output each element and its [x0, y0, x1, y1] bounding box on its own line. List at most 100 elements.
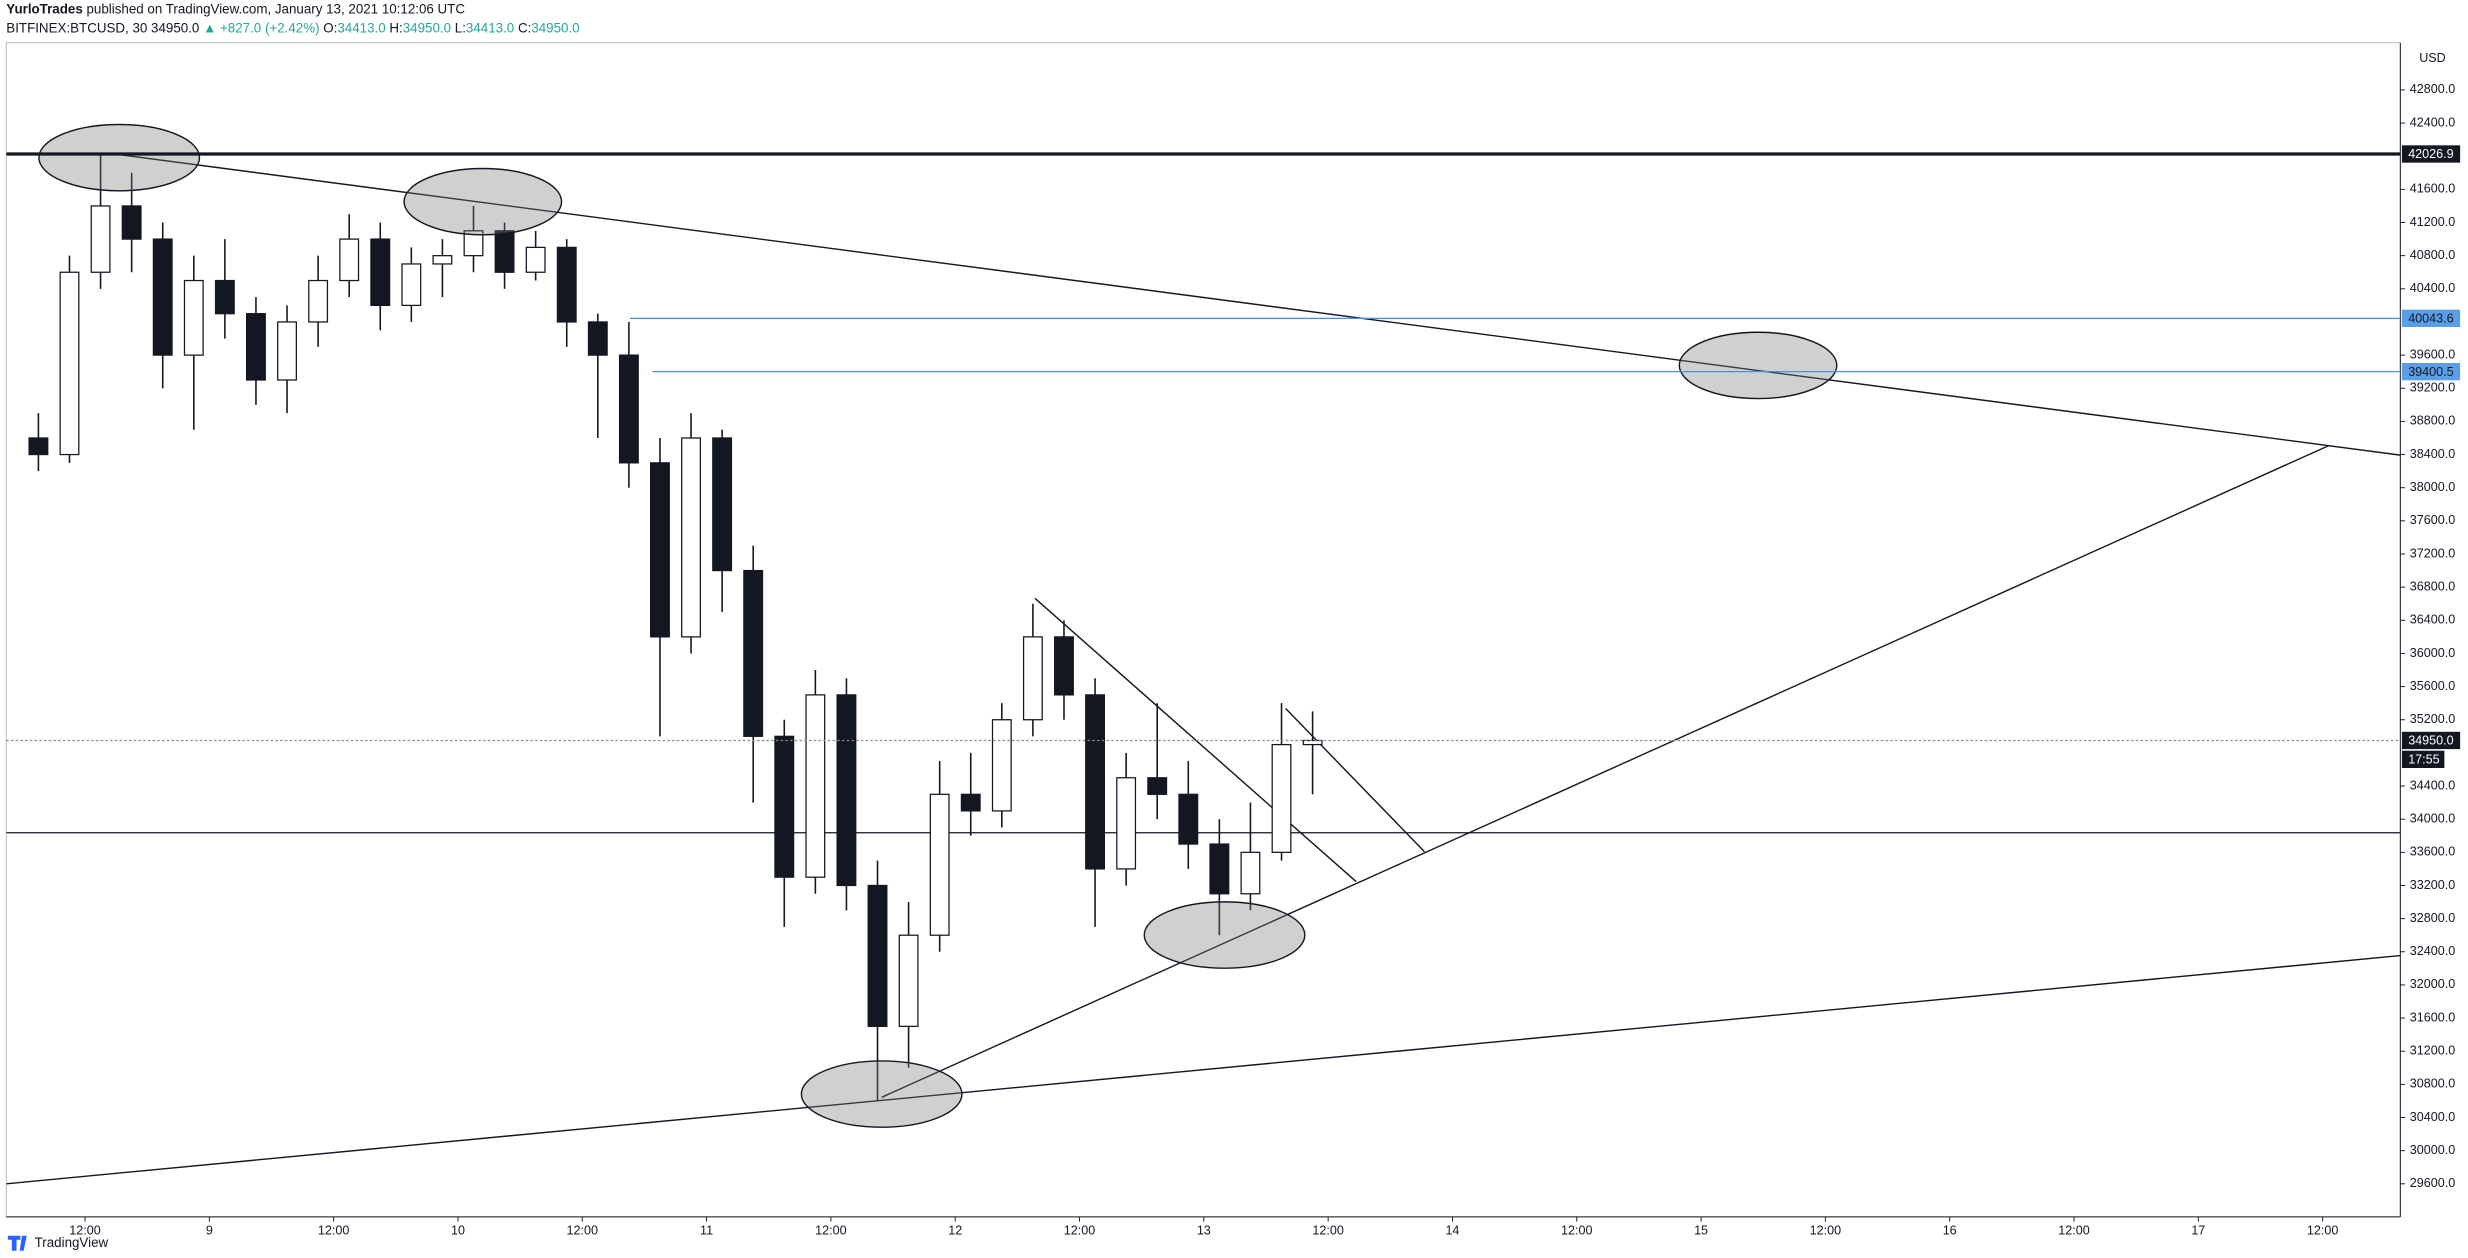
y-tick-label: 41200.0	[2410, 215, 2455, 229]
candle-body	[1147, 777, 1168, 795]
candle-body	[1178, 793, 1199, 845]
candle-body	[898, 934, 919, 1027]
y-tick-label: 38800.0	[2410, 414, 2455, 428]
footer-brand: TradingView	[35, 1235, 109, 1250]
candle-body	[308, 279, 329, 323]
x-tick-label: 12:00	[567, 1223, 598, 1237]
candle-body	[463, 230, 484, 257]
x-tick-label: 12:00	[1312, 1223, 1343, 1237]
y-tick-label: 30800.0	[2410, 1077, 2455, 1091]
trend-line	[881, 444, 2330, 1098]
candle-body	[525, 246, 546, 273]
y-tick-label: 32800.0	[2410, 911, 2455, 925]
candle-body	[618, 354, 639, 464]
candle-body	[991, 719, 1012, 812]
candle-body	[1271, 743, 1292, 853]
y-tick-label: 35600.0	[2410, 679, 2455, 693]
candle-body	[246, 313, 266, 381]
y-tick-label: 36400.0	[2410, 613, 2455, 627]
last-price: 34950.0	[151, 20, 199, 35]
candle-body	[805, 694, 826, 878]
logo: TradingView	[7, 1235, 109, 1251]
ellipse-highlight	[1143, 901, 1306, 969]
ohlc-value: 34413.0	[466, 20, 514, 35]
ohlc-key: H:	[389, 20, 402, 35]
trend-line	[1285, 707, 1425, 853]
price-label: 40043.6	[2408, 311, 2453, 325]
y-tick-label: 41600.0	[2410, 182, 2455, 196]
candle-body	[90, 205, 111, 273]
ellipse-highlight	[800, 1060, 963, 1128]
candle-body	[867, 884, 888, 1027]
symbol: BITFINEX:BTCUSD, 30	[6, 20, 147, 35]
x-tick-label: 13	[1197, 1223, 1211, 1237]
price-label: 34950.0	[2408, 734, 2453, 748]
candle-body	[774, 735, 795, 878]
candle-body	[960, 793, 981, 812]
price-label-bg	[2401, 309, 2461, 328]
candle-body	[214, 279, 235, 315]
candle-body	[494, 230, 515, 273]
candle-body	[59, 271, 80, 456]
logo-icon	[7, 1235, 27, 1251]
candle-body	[432, 255, 453, 265]
y-tick-label: 31200.0	[2410, 1044, 2455, 1058]
y-tick-label: 39600.0	[2410, 347, 2455, 361]
candle-body	[556, 246, 577, 323]
candle-body	[1240, 851, 1261, 895]
price-label-bg	[2401, 731, 2461, 750]
y-tick-label: 42800.0	[2410, 82, 2455, 96]
ellipse-highlight	[403, 167, 563, 236]
y-tick-label: 42400.0	[2410, 115, 2455, 129]
x-tick-label: 11	[700, 1223, 713, 1237]
candle-body	[1209, 843, 1230, 895]
candle-body	[712, 437, 733, 572]
y-tick-label: 32000.0	[2410, 977, 2455, 991]
header-line-1: YurloTrades published on TradingView.com…	[6, 1, 465, 16]
ellipse-highlight	[1678, 331, 1838, 400]
candle-body	[277, 321, 297, 381]
y-tick-label: 33600.0	[2410, 845, 2455, 859]
countdown-bg	[2401, 750, 2445, 769]
ohlc-key: O:	[323, 20, 337, 35]
x-tick-label: 12:00	[69, 1223, 100, 1237]
y-tick-label: 31600.0	[2410, 1010, 2455, 1024]
x-tick-label: 15	[1694, 1223, 1708, 1237]
x-tick-label: 16	[1943, 1223, 1957, 1237]
y-tick-label: 32400.0	[2410, 944, 2455, 958]
y-tick-label: 40400.0	[2410, 281, 2455, 295]
ohlc-value: 34950.0	[531, 20, 579, 35]
candle-body	[587, 321, 608, 356]
x-tick-label: 12:00	[1810, 1223, 1841, 1237]
candle-body	[1022, 636, 1043, 721]
candle-body	[121, 205, 142, 240]
y-tick-label: 30400.0	[2410, 1110, 2455, 1124]
ohlc-value: 34413.0	[337, 20, 385, 35]
published: published on TradingView.com, January 13…	[86, 1, 465, 16]
y-tick-label: 30000.0	[2410, 1143, 2455, 1157]
y-tick-label: 37600.0	[2410, 513, 2455, 527]
price-label-bg	[2401, 362, 2461, 381]
candle-body	[650, 462, 670, 638]
price-label: 42026.9	[2408, 147, 2453, 161]
x-tick-label: 12	[948, 1223, 962, 1237]
candle-body	[339, 238, 360, 282]
y-tick-label: 39200.0	[2410, 381, 2455, 395]
candle-body	[1054, 636, 1074, 696]
y-tick-label: 34000.0	[2410, 812, 2455, 826]
x-tick-label: 12:00	[318, 1223, 349, 1237]
candle-body	[183, 279, 204, 356]
y-tick-label: 38400.0	[2410, 447, 2455, 461]
x-tick-label: 14	[1445, 1223, 1459, 1237]
trend-line	[118, 153, 2401, 456]
y-tick-label: 36000.0	[2410, 646, 2455, 660]
ohlc-key: L:	[455, 20, 466, 35]
x-tick-label: 12:00	[2058, 1223, 2089, 1237]
trend-line	[1034, 597, 1357, 883]
y-tick-label: 37200.0	[2410, 546, 2455, 560]
x-tick-label: 12:00	[1561, 1223, 1592, 1237]
candle-body	[1302, 739, 1323, 746]
